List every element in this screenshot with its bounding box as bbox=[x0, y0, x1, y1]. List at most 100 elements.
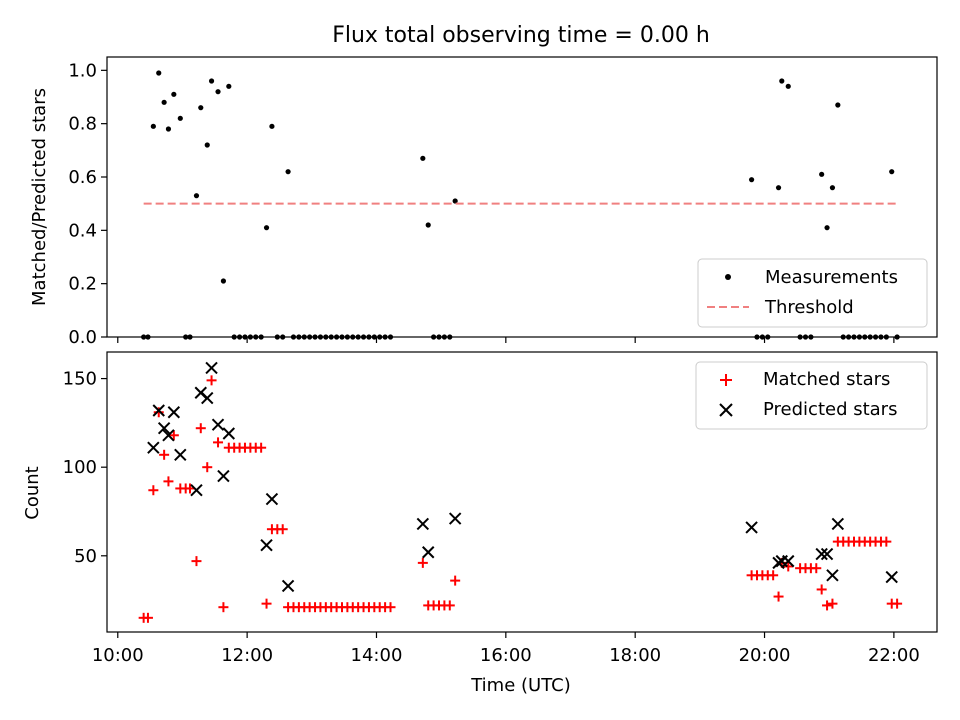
x-tick-label: 12:00 bbox=[221, 645, 273, 666]
top-axis-ticks: 0.0 0.2 0.4 0.6 0.8 1.0 bbox=[68, 60, 895, 348]
matched-point bbox=[142, 612, 153, 623]
measurement-point bbox=[215, 89, 221, 95]
measurement-point bbox=[220, 278, 227, 284]
matched-point bbox=[218, 602, 229, 613]
predicted-point bbox=[782, 554, 795, 568]
matched-point bbox=[213, 437, 224, 448]
y-tick-label: 0.0 bbox=[68, 327, 97, 348]
matched-point bbox=[892, 598, 903, 609]
measurement-point bbox=[785, 83, 791, 89]
predicted-point bbox=[205, 361, 218, 375]
predicted-point bbox=[201, 391, 214, 405]
y-tick-label: 100 bbox=[63, 457, 97, 478]
predicted-point bbox=[745, 521, 758, 534]
legend-predicted-label: Predicted stars bbox=[763, 399, 897, 420]
top-legend: Measurements Threshold bbox=[697, 258, 928, 328]
predicted-point bbox=[815, 547, 828, 561]
predicted-point bbox=[826, 569, 839, 582]
legend-threshold-label: Threshold bbox=[764, 297, 854, 318]
predicted-point bbox=[162, 429, 175, 442]
matched-point bbox=[261, 598, 272, 609]
measurement-point bbox=[226, 83, 232, 89]
predicted-point bbox=[174, 448, 187, 461]
predicted-point bbox=[820, 547, 834, 561]
legend-predicted-marker bbox=[719, 403, 733, 417]
matched-point bbox=[827, 598, 838, 609]
predicted-point bbox=[157, 421, 171, 435]
bottom-axis-ticks: 10:00 12:00 14:00 16:00 18:00 20:00 22:00 50 100… bbox=[63, 369, 920, 666]
top-data-series bbox=[141, 70, 900, 340]
matched-point bbox=[444, 600, 455, 611]
measurement-point bbox=[156, 70, 162, 76]
legend-measurements-label: Measurements bbox=[765, 267, 898, 288]
matched-point bbox=[811, 563, 822, 574]
predicted-point bbox=[217, 469, 230, 483]
predicted-point bbox=[448, 512, 462, 525]
top-axes-frame bbox=[106, 56, 938, 338]
matched-point bbox=[148, 485, 159, 496]
matched-point bbox=[783, 561, 794, 572]
measurement-point bbox=[165, 126, 172, 132]
measurement-point bbox=[204, 142, 210, 148]
y-tick-label: 50 bbox=[74, 546, 97, 567]
chart-title: Flux total observing time = 0.00 h bbox=[332, 23, 710, 48]
measurement-point bbox=[452, 198, 458, 204]
matched-point bbox=[163, 476, 174, 487]
predicted-point bbox=[422, 546, 435, 559]
predicted-point bbox=[281, 579, 295, 593]
measurement-point bbox=[425, 222, 431, 228]
legend-matched-label: Matched stars bbox=[763, 369, 890, 390]
measurement-point bbox=[824, 225, 830, 231]
legend-measurements-marker bbox=[725, 274, 731, 280]
measurement-point bbox=[161, 99, 167, 105]
y-tick-label: 0.4 bbox=[68, 220, 97, 241]
matched-point bbox=[768, 570, 779, 581]
matched-point bbox=[417, 557, 428, 568]
predicted-point bbox=[147, 441, 160, 454]
legend-matched-marker bbox=[720, 374, 732, 386]
y-tick-label: 0.2 bbox=[68, 274, 97, 295]
matched-point bbox=[816, 584, 827, 595]
bottom-axes-frame bbox=[106, 351, 938, 633]
predicted-point bbox=[167, 406, 181, 419]
matched-point bbox=[195, 423, 206, 434]
measurement-point bbox=[285, 169, 291, 175]
x-tick-label: 22:00 bbox=[868, 645, 920, 666]
matched-point bbox=[191, 556, 202, 567]
measurement-point bbox=[198, 105, 204, 111]
measurement-point bbox=[775, 185, 782, 191]
bottom-data-series bbox=[138, 361, 903, 623]
predicted-point bbox=[260, 538, 273, 552]
y-tick-label: 150 bbox=[63, 369, 97, 390]
matched-point bbox=[773, 591, 784, 602]
measurement-point bbox=[748, 177, 755, 183]
bottom-y-axis-label: Count bbox=[22, 466, 43, 519]
x-axis-label: Time (UTC) bbox=[470, 675, 571, 696]
y-tick-label: 0.6 bbox=[68, 167, 97, 188]
y-tick-label: 0.8 bbox=[68, 114, 97, 135]
x-tick-label: 14:00 bbox=[351, 645, 403, 666]
predicted-point bbox=[190, 484, 203, 497]
matched-point bbox=[256, 442, 267, 453]
top-y-axis-label: Matched/Predicted stars bbox=[29, 88, 50, 306]
matched-point bbox=[881, 536, 892, 547]
measurement-point bbox=[193, 193, 200, 199]
matched-point bbox=[277, 524, 288, 535]
measurement-point bbox=[889, 169, 895, 175]
matched-point bbox=[385, 602, 396, 613]
predicted-point bbox=[831, 517, 845, 531]
measurement-point bbox=[177, 115, 183, 121]
matched-point bbox=[822, 600, 833, 611]
top-legend-box bbox=[697, 258, 928, 328]
bottom-legend: Matched stars Predicted stars bbox=[695, 361, 928, 430]
measurement-point bbox=[150, 123, 156, 129]
matched-point bbox=[168, 430, 179, 441]
predicted-point bbox=[152, 404, 165, 417]
measurement-point bbox=[208, 78, 215, 84]
measurement-point bbox=[835, 102, 841, 108]
measurement-point bbox=[420, 155, 426, 161]
measurement-point bbox=[269, 123, 275, 129]
matched-point bbox=[159, 449, 170, 460]
measurement-point bbox=[263, 225, 270, 231]
matched-point bbox=[206, 375, 217, 386]
